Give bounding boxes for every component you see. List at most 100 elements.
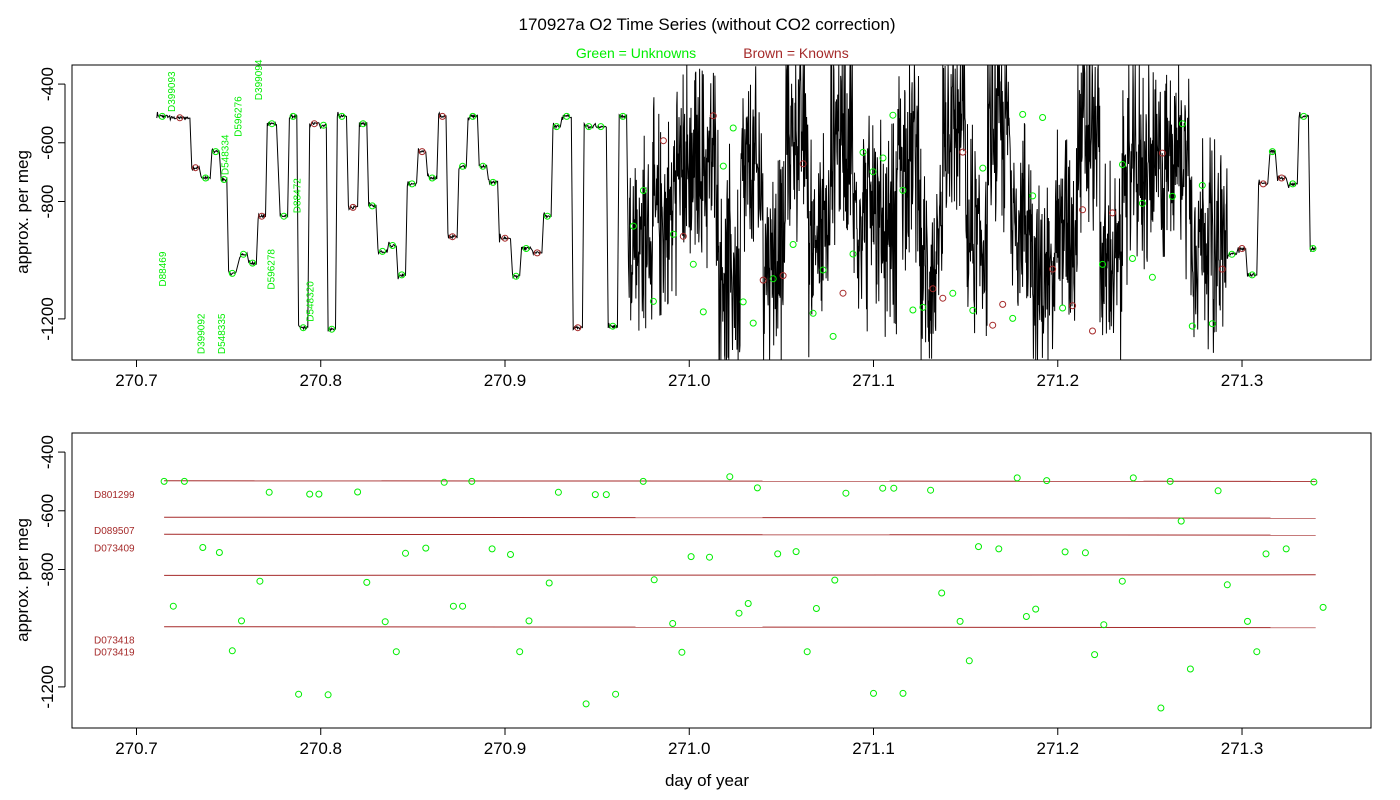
unknown-point xyxy=(744,600,752,607)
unknown-point xyxy=(363,578,371,586)
known-point xyxy=(1238,245,1246,252)
unknown-point xyxy=(687,553,695,561)
top-plot-frame xyxy=(71,64,1372,361)
top-y-tick-label: -400 xyxy=(38,67,57,101)
bottom-x-tick-label: 270.9 xyxy=(484,739,527,758)
unknown-point xyxy=(949,289,957,297)
known-point xyxy=(533,249,541,257)
known-point xyxy=(799,160,807,168)
unknown-point xyxy=(1059,304,1067,312)
unknown-point xyxy=(238,617,245,625)
top-trace-layer xyxy=(156,64,1317,361)
known-point xyxy=(939,294,947,302)
sample-label: D548334 xyxy=(221,134,232,175)
top-x-tick-label: 270.9 xyxy=(484,371,527,390)
unknown-point xyxy=(1186,665,1194,673)
sample-label: D596276 xyxy=(234,96,245,137)
unknown-point xyxy=(1228,250,1236,258)
top-x-tick-label: 271.2 xyxy=(1036,371,1079,390)
known-point xyxy=(1079,206,1087,214)
unknown-point xyxy=(1022,613,1030,620)
sample-label: D548320 xyxy=(305,281,316,322)
known-reference-line xyxy=(164,574,1316,576)
unknown-point xyxy=(629,222,637,230)
unknown-point xyxy=(315,490,323,498)
unknown-point xyxy=(220,176,228,183)
top-y-tick-label: -600 xyxy=(38,126,57,160)
top-y-axis: -400 -600 -800 -1200 xyxy=(38,67,66,341)
bottom-y-tick-label: -600 xyxy=(38,494,57,528)
top-x-tick-label: 271.0 xyxy=(668,371,711,390)
known-reference-line xyxy=(164,626,1316,629)
x-axis-label: day of year xyxy=(665,771,749,790)
unknown-point xyxy=(609,322,617,330)
unknown-point xyxy=(909,306,917,314)
unknown-point xyxy=(249,259,257,267)
known-line-label: D089507 xyxy=(94,526,135,537)
unknown-point xyxy=(1099,260,1106,268)
unknown-point xyxy=(938,589,946,597)
unknown-point xyxy=(212,148,220,156)
unknown-point xyxy=(739,298,747,306)
unknown-point xyxy=(831,576,839,584)
unknown-point xyxy=(829,332,837,340)
unknown-point xyxy=(354,488,362,496)
unknown-point xyxy=(919,303,927,311)
unknown-point xyxy=(381,618,389,626)
unknown-point xyxy=(1188,322,1196,330)
sample-label: D548335 xyxy=(217,313,228,354)
known-point xyxy=(258,212,266,220)
known-point xyxy=(438,112,446,120)
unknown-point xyxy=(479,162,487,170)
unknown-point xyxy=(597,123,605,131)
unknown-point xyxy=(1029,192,1037,200)
unknown-point xyxy=(803,648,811,656)
legend-knowns: Brown = Knowns xyxy=(743,45,848,61)
known-point xyxy=(310,120,318,128)
unknown-point xyxy=(280,212,288,220)
unknown-point xyxy=(619,112,627,120)
unknown-point xyxy=(689,260,697,268)
known-point xyxy=(176,114,184,122)
top-x-tick-label: 270.8 xyxy=(299,371,342,390)
legend-unknowns: Green = Unknowns xyxy=(576,45,696,61)
unknown-point xyxy=(469,112,477,120)
top-y-tick-label: -800 xyxy=(38,184,57,218)
unknown-point xyxy=(1039,114,1047,121)
known-point xyxy=(192,164,199,172)
unknown-point xyxy=(849,250,857,258)
known-point xyxy=(779,272,787,280)
bottom-y-tick-label: -1200 xyxy=(38,665,57,708)
unknown-point xyxy=(489,178,497,186)
unknown-point xyxy=(819,266,827,274)
unknown-point xyxy=(1208,320,1216,328)
top-x-tick-label: 271.3 xyxy=(1221,371,1264,390)
unknown-point xyxy=(749,319,757,327)
known-point xyxy=(1049,265,1057,273)
unknown-point xyxy=(1081,549,1089,557)
known-point xyxy=(501,234,509,242)
unknown-point xyxy=(299,324,307,332)
unknown-point xyxy=(1061,548,1069,556)
unknown-point xyxy=(553,123,561,131)
unknown-point xyxy=(1310,478,1318,486)
known-point xyxy=(709,112,717,120)
unknown-point xyxy=(324,691,332,699)
unknown-point xyxy=(602,491,610,499)
unknown-point xyxy=(899,689,907,697)
known-point xyxy=(959,148,967,156)
top-x-tick-label: 270.7 xyxy=(115,371,158,390)
unknown-point xyxy=(889,111,897,119)
unknown-point xyxy=(678,648,686,656)
unknown-point xyxy=(402,549,409,557)
unknown-point xyxy=(774,550,782,558)
top-x-axis: 270.7 270.8 270.9 271.0 271.1 271.2 271.3 xyxy=(115,360,1263,390)
top-points-layer xyxy=(158,110,1317,340)
top-y-tick-label: -1200 xyxy=(38,297,57,340)
bottom-unknown-points xyxy=(160,473,1327,712)
sample-label: D399093 xyxy=(167,71,178,112)
